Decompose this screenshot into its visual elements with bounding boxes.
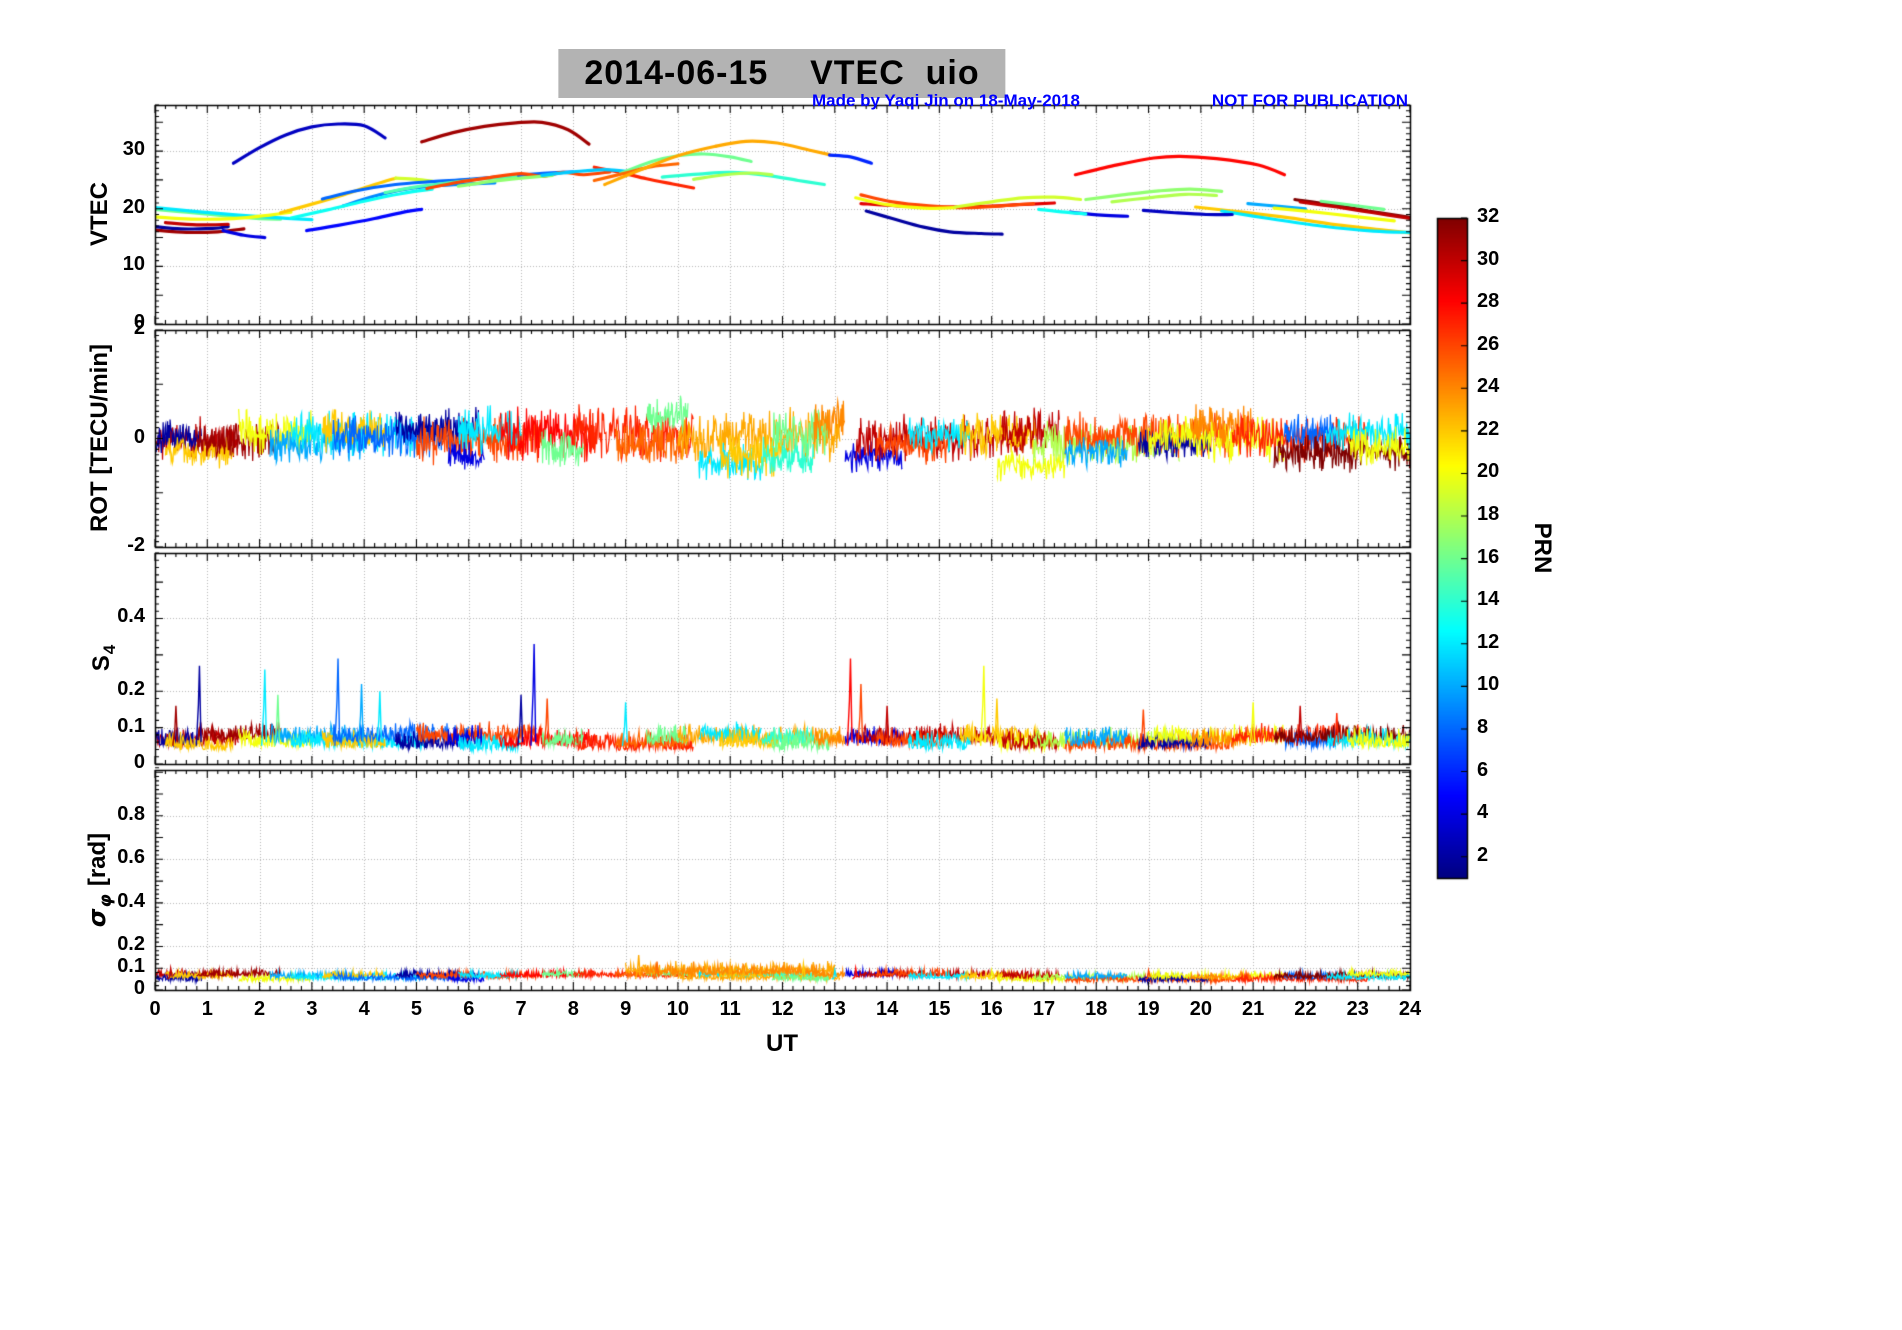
colorbar-tick-label: 10 bbox=[1477, 673, 1500, 696]
x-tick-label: 14 bbox=[875, 998, 899, 1020]
colorbar-tick-label: 26 bbox=[1477, 332, 1500, 355]
x-tick-label: 16 bbox=[980, 998, 1003, 1020]
y-tick-label: -2 bbox=[127, 534, 145, 556]
credit-annotation: Made by Yaqi Jin on 18-May-2018 bbox=[812, 91, 1081, 110]
x-tick-label: 18 bbox=[1085, 998, 1108, 1020]
colorbar-tick-label: 12 bbox=[1477, 630, 1500, 653]
colorbar-tick-label: 20 bbox=[1477, 460, 1500, 483]
x-tick-label: 21 bbox=[1242, 998, 1265, 1020]
colorbar-tick-label: 22 bbox=[1477, 417, 1500, 440]
x-tick-label: 17 bbox=[1032, 998, 1056, 1020]
colorbar-tick-label: 18 bbox=[1477, 503, 1500, 526]
y-tick-label: 0.2 bbox=[117, 933, 145, 956]
y-tick-label: 0.1 bbox=[117, 955, 145, 978]
x-tick-label: 7 bbox=[515, 998, 527, 1020]
colorbar-tick-label: 16 bbox=[1477, 545, 1500, 568]
x-tick-label: 12 bbox=[771, 998, 794, 1020]
colorbar-label: PRN bbox=[1529, 522, 1556, 574]
colorbar-tick-label: 30 bbox=[1477, 247, 1500, 270]
x-tick-label: 11 bbox=[719, 998, 741, 1020]
y-tick-label: 0.8 bbox=[117, 802, 145, 825]
y-tick-label: 0 bbox=[133, 311, 145, 333]
x-tick-label: 6 bbox=[463, 998, 475, 1020]
x-tick-label: 9 bbox=[620, 998, 632, 1020]
colorbar-tick-label: 14 bbox=[1477, 588, 1500, 611]
x-tick-label: 1 bbox=[201, 998, 213, 1020]
x-tick-label: 13 bbox=[823, 998, 846, 1020]
x-tick-label: 2 bbox=[254, 998, 266, 1020]
x-tick-label: 24 bbox=[1398, 998, 1422, 1020]
x-tick-label: 19 bbox=[1137, 998, 1160, 1020]
y-tick-label: 30 bbox=[122, 138, 145, 161]
y-tick-label: 0.2 bbox=[117, 678, 145, 701]
colorbar-tick-label: 8 bbox=[1477, 715, 1489, 738]
x-tick-label: 15 bbox=[928, 998, 951, 1020]
x-axis-label: UT bbox=[766, 1030, 798, 1057]
y-tick-label: 0.6 bbox=[117, 846, 145, 869]
x-tick-label: 0 bbox=[149, 998, 161, 1020]
y-tick-label: 0.1 bbox=[117, 714, 145, 737]
y-tick-label: 0 bbox=[133, 425, 145, 448]
y-tick-label: 2 bbox=[133, 317, 145, 339]
y-tick-label: 0.4 bbox=[117, 889, 145, 912]
y-tick-label: 20 bbox=[122, 195, 145, 218]
x-tick-label: 22 bbox=[1294, 998, 1317, 1020]
x-tick-label: 23 bbox=[1346, 998, 1369, 1020]
x-tick-label: 8 bbox=[567, 998, 579, 1020]
publication-warning: NOT FOR PUBLICATION bbox=[1211, 91, 1408, 110]
s4-subscript: 4 bbox=[100, 644, 119, 655]
y-tick-label: 0 bbox=[133, 751, 145, 773]
x-tick-label: 3 bbox=[306, 998, 318, 1020]
s4-symbol: S bbox=[88, 655, 115, 672]
x-tick-label: 10 bbox=[666, 998, 690, 1020]
x-tick-label: 5 bbox=[410, 998, 423, 1020]
colorbar-tick-label: 6 bbox=[1477, 758, 1489, 781]
colorbar-tick-label: 2 bbox=[1477, 843, 1489, 866]
colorbar-tick-label: 4 bbox=[1477, 801, 1489, 824]
colorbar-tick-label: 28 bbox=[1477, 290, 1500, 313]
y-tick-label: 10 bbox=[122, 253, 145, 276]
chart-title: 2014-06-15 VTEC uio bbox=[558, 49, 1006, 98]
colorbar-tick-label: 24 bbox=[1477, 375, 1500, 398]
y-tick-label: 0.4 bbox=[117, 605, 145, 628]
x-tick-label: 4 bbox=[358, 998, 370, 1020]
y-tick-label: 0 bbox=[133, 977, 145, 999]
x-tick-label: 20 bbox=[1189, 998, 1212, 1020]
colorbar-tick-label: 32 bbox=[1477, 205, 1500, 227]
